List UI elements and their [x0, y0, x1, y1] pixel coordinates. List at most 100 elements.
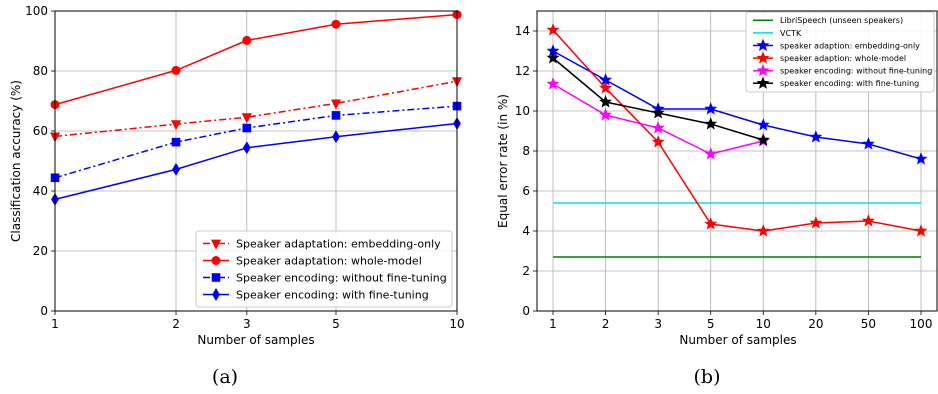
- chart-b-caption: (b): [694, 366, 721, 388]
- legend-box: [745, 11, 935, 93]
- x-tick-label: 3: [243, 317, 251, 331]
- legend-marker-5: [756, 76, 770, 89]
- series-point-0: [241, 113, 252, 124]
- y-tick-label: 60: [33, 124, 48, 138]
- legend-marker-3: [212, 288, 220, 301]
- series-point-2: [704, 102, 718, 115]
- y-tick-label: 8: [522, 144, 530, 158]
- series-point-4: [704, 147, 718, 160]
- series-point-3: [756, 224, 770, 237]
- y-tick-label: 10: [515, 104, 530, 118]
- legend-label-1: VCTK: [780, 29, 802, 38]
- legend-label-2: Speaker encoding: without fine-tuning: [236, 271, 447, 284]
- x-tick-label: 20: [808, 317, 823, 331]
- legend-marker-1: [211, 256, 221, 265]
- legend-label-0: Speaker adaptation: embedding-only: [236, 237, 441, 250]
- legend-marker-2: [756, 38, 770, 52]
- series-point-5: [651, 106, 665, 119]
- series-point-1: [242, 35, 252, 45]
- series-point-3: [861, 214, 875, 227]
- series-point-1: [171, 65, 181, 75]
- chart-a-caption: (a): [212, 366, 238, 388]
- x-tick-label: 3: [654, 317, 662, 331]
- legend-marker-2: [211, 273, 221, 282]
- series-point-3: [332, 130, 340, 144]
- series-point-3: [809, 216, 823, 229]
- y-tick-label: 20: [33, 244, 48, 258]
- chart-b-xlabel: Number of samples: [679, 333, 796, 347]
- series-line-0: [54, 80, 458, 138]
- legend-label-5: speaker encoding: with fine-tuning: [780, 79, 919, 88]
- legend-label-3: speaker adaption: whole-model: [780, 54, 906, 63]
- legend-label-2: speaker adaption: embedding-only: [780, 41, 920, 50]
- series-point-0: [171, 120, 182, 131]
- x-tick-label: 10: [756, 317, 771, 331]
- chart-a-legend: Speaker adaptation: embedding-only Speake…: [195, 230, 453, 308]
- series-point-5: [704, 117, 718, 130]
- series-point-2: [914, 152, 928, 165]
- y-tick-label: 80: [33, 64, 48, 78]
- y-tick-label: 0: [522, 304, 530, 318]
- chart-a-ylabel: Classification accuracy (%): [9, 80, 23, 242]
- legend-label-3: Speaker encoding: with fine-tuning: [236, 288, 429, 301]
- series-point-4: [651, 121, 665, 134]
- x-tick-label: 2: [172, 317, 180, 331]
- chart-b-ylabel: Equal error rate (in %): [496, 94, 510, 228]
- series-point-2: [809, 130, 823, 143]
- legend-box: [195, 230, 453, 308]
- y-tick-label: 14: [515, 24, 530, 38]
- legend-label-0: LibriSpeech (unseen speakers): [780, 16, 903, 25]
- series-point-3: [546, 23, 560, 36]
- series-point-3: [651, 135, 665, 148]
- series-point-2: [242, 123, 252, 133]
- y-tick-label: 0: [40, 304, 48, 318]
- x-tick-label: 10: [449, 317, 464, 331]
- y-tick-label: 4: [522, 224, 530, 238]
- legend-marker-4: [756, 63, 770, 77]
- series-line-3: [552, 29, 922, 232]
- series-point-3: [704, 217, 718, 230]
- x-tick-label: 1: [51, 317, 59, 331]
- series-point-3: [172, 162, 180, 176]
- chart-b-series: [546, 23, 928, 258]
- legend-marker-3: [756, 51, 770, 64]
- chart-a-frame: [54, 10, 458, 312]
- y-tick-label: 2: [522, 264, 530, 278]
- chart-b-frame: [536, 10, 938, 312]
- series-point-2: [171, 137, 181, 147]
- series-point-3: [599, 81, 613, 94]
- series-point-2: [756, 118, 770, 131]
- legend-label-4: speaker encoding: without fine-tuning: [780, 67, 932, 76]
- x-tick-label: 5: [707, 317, 715, 331]
- x-tick-label: 50: [861, 317, 876, 331]
- series-point-5: [756, 133, 770, 146]
- series-point-4: [546, 77, 560, 90]
- x-tick-label: 5: [332, 317, 340, 331]
- legend-marker-0: [210, 239, 222, 250]
- series-point-0: [330, 99, 341, 110]
- series-point-3: [242, 141, 251, 155]
- y-tick-label: 100: [25, 4, 48, 18]
- series-point-1: [331, 19, 341, 29]
- series-point-5: [599, 95, 613, 108]
- series-point-2: [861, 137, 875, 150]
- chart-b-legend: LibriSpeech (unseen speakers) VCTK speaker…: [745, 11, 935, 93]
- series-point-5: [546, 51, 560, 64]
- legend-label-1: Speaker adaptation: whole-model: [236, 254, 422, 267]
- chart-a-xlabel: Number of samples: [197, 333, 314, 347]
- x-tick-label: 100: [910, 317, 933, 331]
- series-point-3: [914, 224, 928, 237]
- series-line-2: [552, 50, 922, 160]
- x-tick-label: 2: [602, 317, 610, 331]
- y-tick-label: 12: [515, 64, 530, 78]
- y-tick-label: 6: [522, 184, 530, 198]
- x-tick-label: 1: [549, 317, 557, 331]
- y-tick-label: 40: [33, 184, 48, 198]
- series-point-4: [599, 108, 613, 121]
- series-point-2: [331, 111, 341, 120]
